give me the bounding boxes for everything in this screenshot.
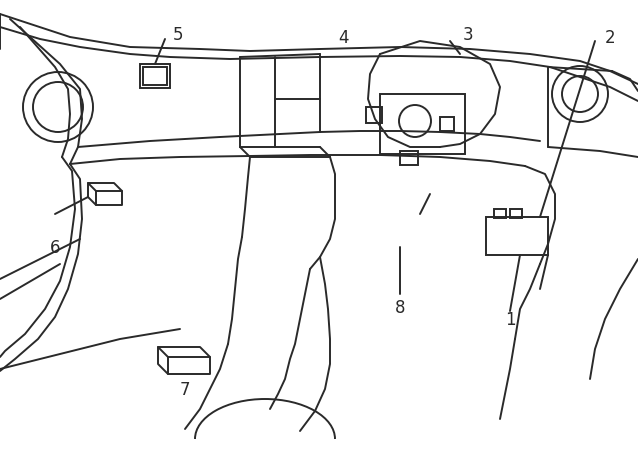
Text: 8: 8	[395, 298, 405, 316]
Bar	[494, 210, 506, 219]
Bar	[486, 218, 548, 256]
Bar	[440, 118, 454, 131]
Bar	[143, 68, 167, 86]
Text: 5: 5	[173, 26, 183, 44]
Bar	[400, 152, 418, 166]
Text: 6: 6	[50, 238, 60, 257]
Bar	[510, 210, 522, 219]
Text: 2: 2	[605, 29, 615, 47]
Circle shape	[399, 106, 431, 138]
Bar	[366, 108, 382, 124]
Bar	[380, 95, 465, 155]
Bar	[140, 65, 170, 89]
Text: 7: 7	[180, 380, 190, 398]
Text: 4: 4	[338, 29, 348, 47]
Text: 3: 3	[463, 26, 473, 44]
Text: 1: 1	[505, 310, 516, 328]
